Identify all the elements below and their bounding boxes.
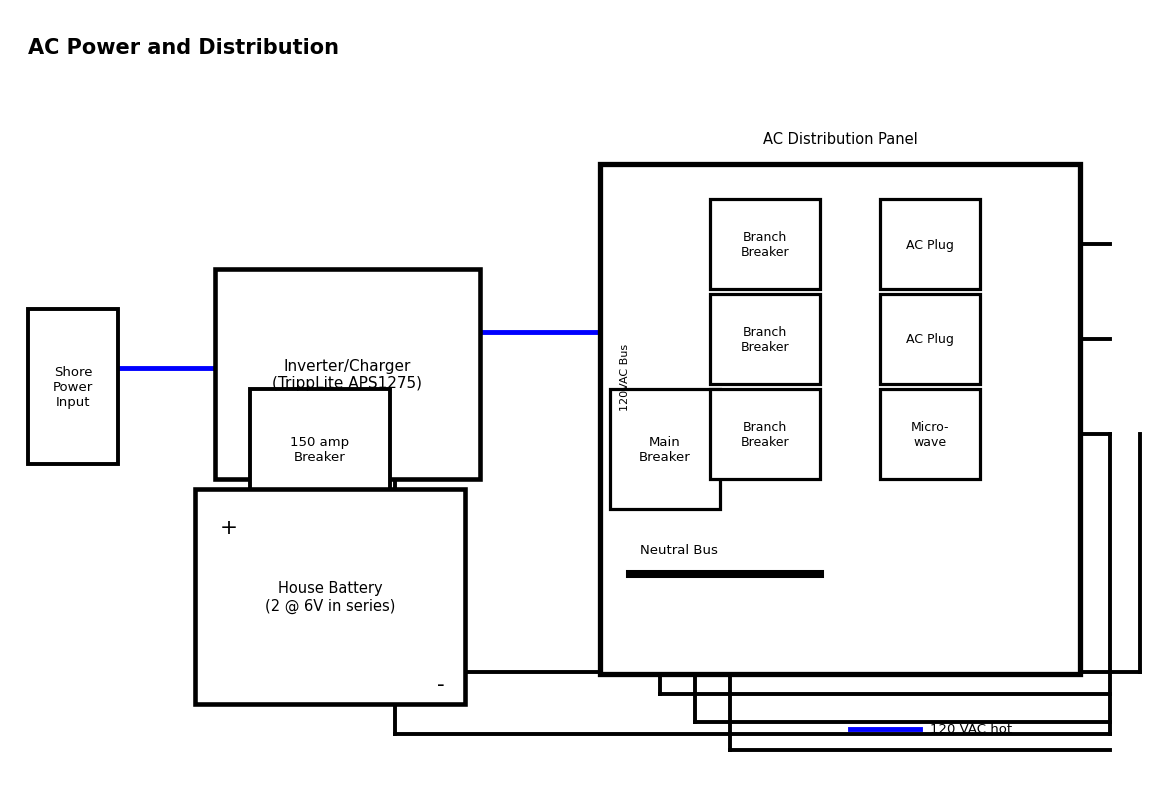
Bar — [711, 200, 820, 290]
Text: Neutral Bus: Neutral Bus — [640, 543, 717, 557]
Bar — [880, 200, 980, 290]
Text: Shore
Power
Input: Shore Power Input — [53, 366, 93, 408]
Bar — [195, 489, 466, 704]
Bar — [600, 164, 1080, 674]
Bar — [711, 390, 820, 480]
Text: Micro-
wave: Micro- wave — [910, 420, 950, 448]
Bar — [610, 390, 720, 509]
Bar — [880, 390, 980, 480]
Text: Branch
Breaker: Branch Breaker — [741, 231, 789, 259]
Bar — [711, 294, 820, 384]
Text: AC Plug: AC Plug — [906, 238, 954, 251]
Text: Branch
Breaker: Branch Breaker — [741, 420, 789, 448]
Text: 150 amp
Breaker: 150 amp Breaker — [290, 435, 349, 464]
Text: 120VAC Bus: 120VAC Bus — [620, 343, 630, 411]
Text: 120 VAC hot: 120 VAC hot — [930, 723, 1012, 735]
Bar — [215, 269, 479, 480]
Text: AC Power and Distribution: AC Power and Distribution — [28, 38, 339, 58]
Text: Main
Breaker: Main Breaker — [639, 435, 691, 464]
Bar — [28, 310, 118, 464]
Text: +: + — [219, 517, 238, 537]
Text: Branch
Breaker: Branch Breaker — [741, 326, 789, 354]
Bar — [880, 294, 980, 384]
Text: AC Distribution Panel: AC Distribution Panel — [763, 132, 917, 147]
Text: Inverter/Charger
(TrippLite APS1275): Inverter/Charger (TrippLite APS1275) — [273, 358, 423, 391]
Bar — [250, 390, 390, 509]
Text: House Battery
(2 @ 6V in series): House Battery (2 @ 6V in series) — [265, 581, 395, 613]
Text: AC Plug: AC Plug — [906, 333, 954, 346]
Text: -: - — [438, 674, 445, 695]
